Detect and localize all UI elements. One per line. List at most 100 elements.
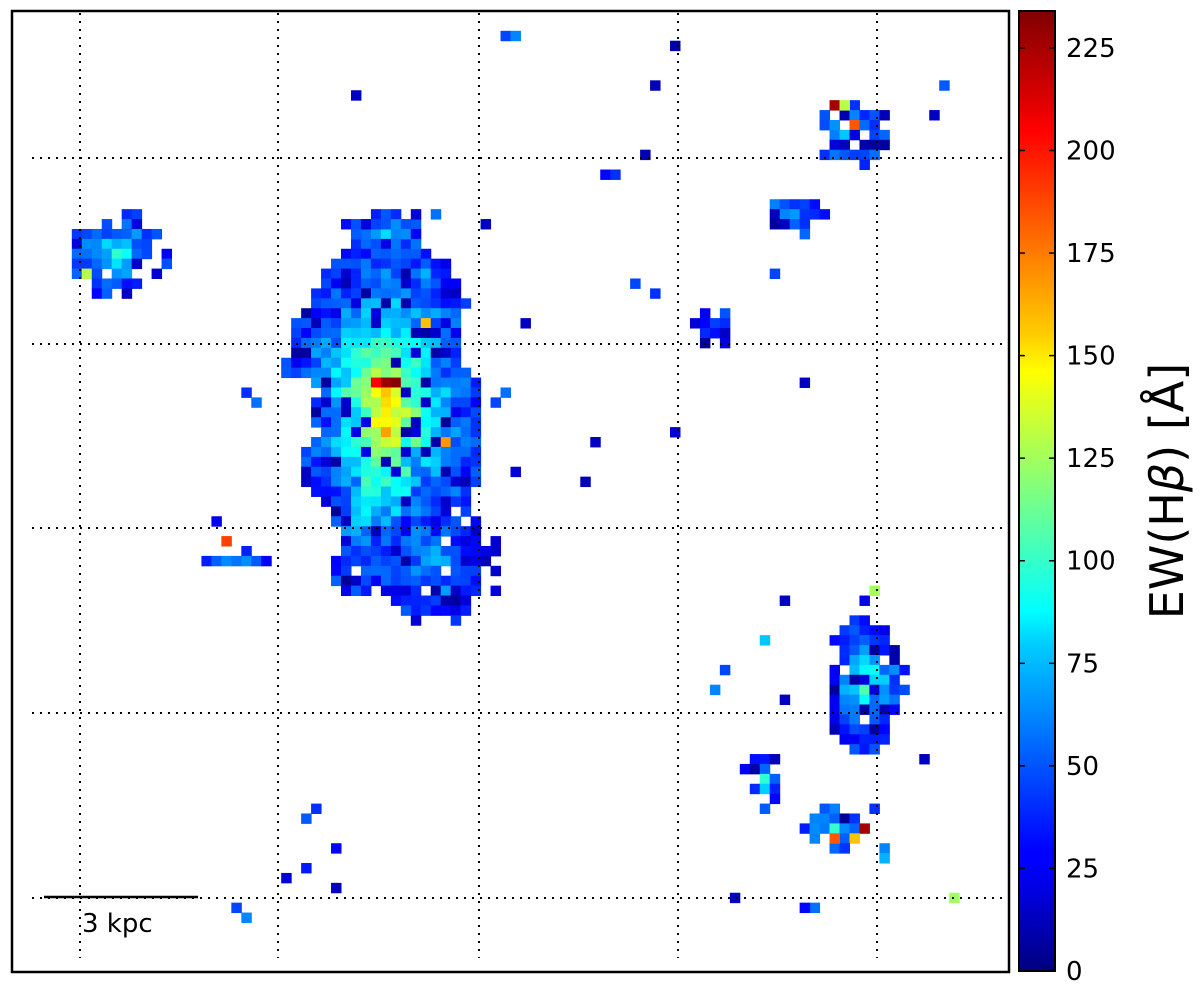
map-pixel <box>749 783 761 795</box>
map-pixel <box>420 446 432 458</box>
map-pixel <box>121 219 133 230</box>
map-pixel <box>321 278 332 289</box>
map-pixel <box>410 288 422 299</box>
map-pixel <box>370 308 382 319</box>
map-pixel <box>291 357 302 369</box>
map-pixel <box>301 357 312 369</box>
map-pixel <box>819 110 831 121</box>
map-pixel <box>430 545 442 557</box>
map-pixel <box>390 387 402 398</box>
map-pixel <box>849 625 860 636</box>
map-pixel <box>440 318 452 329</box>
map-pixel <box>430 506 442 517</box>
map-pixel <box>311 486 322 497</box>
map-pixel <box>450 446 462 458</box>
map-pixel <box>360 466 372 478</box>
map-pixel <box>440 605 452 616</box>
map-pixel <box>380 288 392 299</box>
map-pixel <box>101 238 113 250</box>
map-pixel <box>460 456 472 468</box>
map-pixel <box>161 258 173 270</box>
map-pixel <box>839 823 850 834</box>
map-pixel <box>341 496 352 507</box>
map-pixel <box>819 823 831 834</box>
map-pixel <box>430 288 442 299</box>
map-pixel <box>400 278 412 289</box>
map-pixel <box>839 139 850 151</box>
map-pixel <box>91 248 103 260</box>
map-pixel <box>450 377 462 388</box>
map-pixel <box>769 268 781 279</box>
map-pixel <box>859 139 870 151</box>
map-pixel <box>789 199 801 210</box>
map-pixel <box>859 149 870 161</box>
map-pixel <box>470 555 482 567</box>
map-pixel <box>251 555 262 567</box>
map-pixel <box>331 575 342 587</box>
map-pixel <box>420 536 432 547</box>
map-pixel <box>460 298 472 309</box>
map-pixel <box>709 684 721 696</box>
map-pixel <box>81 248 93 260</box>
map-pixel <box>719 318 731 329</box>
map-pixel <box>400 536 412 547</box>
map-pixel <box>829 694 841 706</box>
map-pixel <box>769 783 781 795</box>
map-pixel <box>460 545 472 557</box>
map-pixel <box>311 308 322 319</box>
map-pixel <box>460 427 472 438</box>
map-pixel <box>360 228 372 240</box>
map-pixel <box>341 278 352 289</box>
map-pixel <box>400 387 412 398</box>
map-pixel <box>111 238 123 250</box>
map-pixel <box>430 565 442 577</box>
plot-frame <box>10 9 1011 974</box>
map-pixel <box>400 367 412 379</box>
colorbar-tick-label: 200 <box>1066 136 1116 166</box>
map-pixel <box>350 466 362 478</box>
map-pixel <box>390 308 402 319</box>
map-pixel <box>350 387 362 398</box>
map-pixel <box>410 248 422 260</box>
map-pixel <box>311 476 322 488</box>
map-pixel <box>440 268 452 279</box>
map-pixel <box>360 377 372 388</box>
map-pixel <box>360 397 372 408</box>
map-pixel <box>331 288 342 299</box>
map-pixel <box>350 90 362 101</box>
map-pixel <box>360 248 372 260</box>
map-pixel <box>400 605 412 616</box>
map-pixel <box>360 387 372 398</box>
map-pixel <box>390 268 402 279</box>
map-pixel <box>430 536 442 547</box>
map-pixel <box>809 813 821 824</box>
map-pixel <box>450 486 462 497</box>
map-pixel <box>849 684 860 696</box>
map-pixel <box>839 813 850 824</box>
map-pixel <box>420 407 432 418</box>
map-pixel <box>650 80 661 91</box>
map-pixel <box>341 258 352 270</box>
map-pixel <box>869 149 880 161</box>
map-pixel <box>350 377 362 388</box>
map-pixel <box>101 219 113 230</box>
map-pixel <box>839 149 850 161</box>
map-pixel <box>410 308 422 319</box>
map-pixel <box>390 288 402 299</box>
map-pixel <box>111 228 123 240</box>
map-pixel <box>829 684 841 696</box>
map-pixel <box>859 110 870 121</box>
map-pixel <box>470 545 482 557</box>
map-pixel <box>350 516 362 527</box>
map-pixel <box>849 734 860 745</box>
map-pixel <box>610 169 621 180</box>
map-pixel <box>450 318 462 329</box>
map-pixel <box>331 446 342 458</box>
map-pixel <box>769 773 781 785</box>
map-pixel <box>360 575 372 587</box>
map-pixel <box>370 476 382 488</box>
map-pixel <box>420 417 432 428</box>
map-pixel <box>370 407 382 418</box>
map-pixel <box>400 228 412 240</box>
